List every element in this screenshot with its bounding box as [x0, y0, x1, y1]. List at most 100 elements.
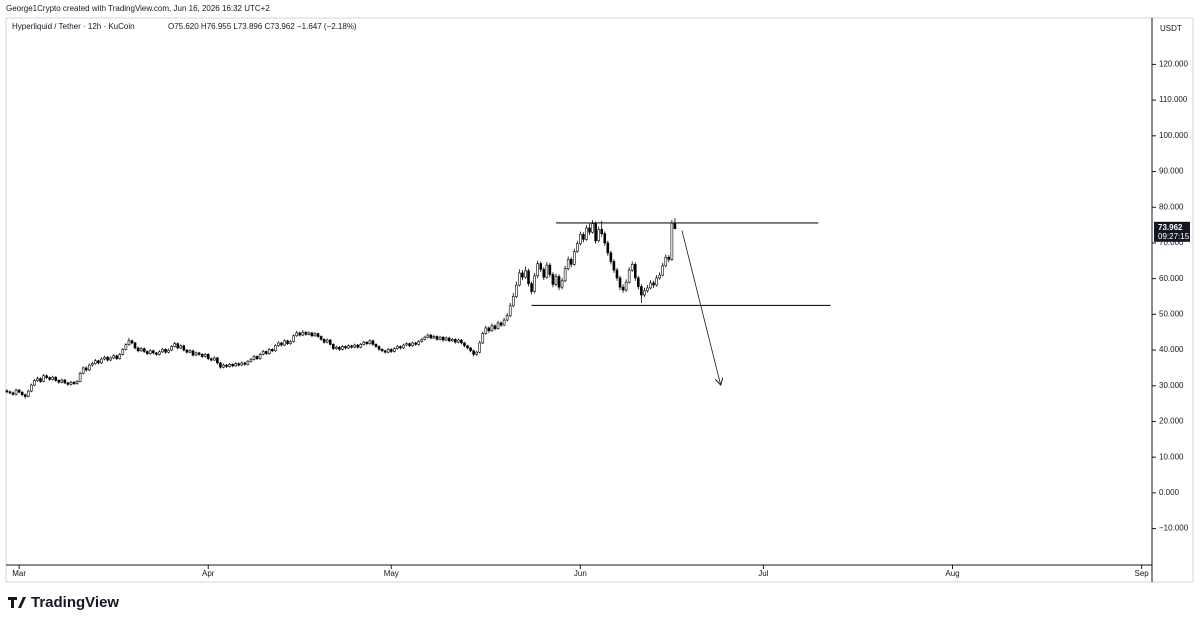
candle-body	[673, 222, 677, 230]
candle-body	[569, 259, 573, 265]
candle-body	[524, 270, 527, 278]
candle-body	[670, 222, 674, 260]
candle-body	[475, 351, 478, 355]
candle-body	[258, 354, 262, 359]
candle-body	[542, 269, 546, 278]
candle-body	[228, 364, 231, 367]
candle-body	[66, 382, 70, 385]
candle-body	[173, 343, 176, 347]
candle-body	[460, 339, 463, 344]
y-tick-label: 70.000	[1159, 238, 1184, 247]
candle-body	[652, 282, 655, 286]
candle-body	[188, 350, 192, 353]
candle-body	[148, 350, 152, 354]
candle-body	[301, 331, 305, 336]
candle-body	[127, 340, 131, 346]
candle-body	[283, 340, 286, 346]
candle-body	[286, 340, 289, 344]
candle-body	[493, 325, 497, 329]
candle-body	[551, 274, 555, 285]
countdown: 09:27:15	[1158, 232, 1190, 241]
candle-body	[219, 362, 222, 368]
candle-body	[356, 344, 360, 348]
candle-body	[554, 276, 558, 285]
candle-body	[396, 346, 399, 349]
candle-body	[176, 343, 180, 349]
candle-body	[365, 341, 369, 344]
credit: George1Crypto created with TradingView.c…	[6, 4, 270, 13]
candle-body	[185, 349, 189, 353]
candle-body	[75, 381, 79, 384]
candle-body	[597, 229, 600, 242]
candle-body	[420, 339, 424, 342]
candle-body	[36, 378, 39, 381]
candle-body	[344, 346, 347, 349]
candle-body	[26, 390, 30, 397]
candle-body	[341, 346, 344, 350]
candle-body	[42, 375, 45, 382]
candle-body	[100, 358, 103, 364]
candle-body	[438, 336, 442, 340]
candle-body	[51, 376, 54, 380]
candle-body	[484, 327, 488, 334]
candle-body	[380, 349, 384, 352]
candle-body	[216, 357, 219, 364]
candle-body	[14, 389, 18, 395]
ohlc-legend: O75.620 H76.955 L73.896 C73.962 −1.647 (…	[168, 22, 357, 31]
candle-body	[152, 350, 155, 354]
y-tick-label: 120.000	[1159, 60, 1188, 69]
candle-body	[511, 296, 515, 307]
price-tag	[1154, 221, 1190, 242]
candle-body	[588, 227, 591, 233]
candle-body	[426, 334, 430, 338]
candle-body	[246, 361, 250, 365]
candle-body	[362, 341, 366, 345]
candle-body	[23, 394, 27, 397]
candle-body	[664, 256, 668, 267]
candle-body	[359, 344, 363, 348]
candle-body	[499, 322, 503, 326]
candle-body	[63, 379, 67, 384]
candle-body	[11, 392, 15, 395]
candle-body	[87, 364, 91, 371]
x-tick-label: Sep	[1135, 569, 1150, 578]
candle-body	[338, 346, 341, 350]
candle-body	[350, 345, 353, 348]
symbol: Hyperliquid / Tether · 12h · KuCoin	[12, 22, 135, 31]
candle-body	[539, 263, 543, 270]
candle-body	[377, 346, 381, 350]
candle-body	[203, 354, 207, 357]
candle-body	[548, 264, 552, 275]
candle-body	[206, 354, 210, 359]
candle-body	[167, 349, 170, 353]
candle-body	[615, 269, 619, 279]
candle-body	[45, 375, 48, 378]
candle-body	[640, 286, 643, 296]
y-tick-label: 40.000	[1159, 345, 1184, 354]
candle-body	[530, 283, 533, 292]
candle-body	[417, 341, 421, 345]
candle-body	[289, 341, 292, 344]
candle-body	[508, 305, 512, 317]
candle-body	[69, 381, 73, 385]
candle-body	[155, 352, 158, 355]
y-tick-label: 90.000	[1159, 167, 1184, 176]
candle-body	[545, 264, 549, 278]
candle-body	[515, 284, 518, 297]
candle-body	[444, 337, 448, 341]
candle-body	[274, 345, 277, 352]
candle-body	[469, 347, 472, 352]
candle-body	[264, 351, 268, 354]
candle-body	[94, 360, 97, 364]
candle-body	[319, 336, 323, 340]
x-tick-label: Apr	[202, 569, 215, 578]
candle-body	[118, 354, 122, 359]
candle-body	[435, 336, 439, 340]
candle-body	[136, 347, 140, 352]
chart-frame	[5, 17, 1194, 583]
candle-body	[280, 342, 283, 346]
candle-body	[142, 348, 146, 352]
candle-body	[627, 269, 631, 283]
x-tick-label: Jun	[574, 569, 587, 578]
